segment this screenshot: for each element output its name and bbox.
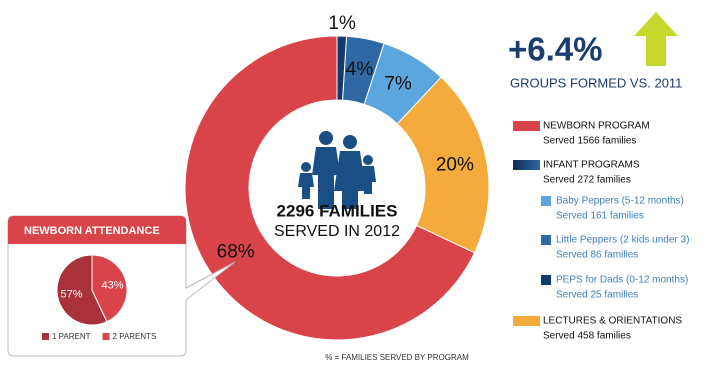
legend-group-swatch — [513, 160, 540, 170]
callout-header — [8, 216, 186, 244]
legend-detail: Served 86 families — [556, 250, 638, 261]
donut-slice — [336, 35, 348, 101]
slice-label: 1% — [328, 13, 356, 34]
donut-slice — [341, 35, 385, 105]
slice-label: 4% — [346, 59, 374, 80]
legend-detail: Served 25 families — [556, 290, 638, 301]
legend-swatch — [102, 333, 110, 340]
legend-swatch — [513, 121, 540, 131]
donut-slice — [396, 76, 490, 254]
legend-label: Baby Peppers (5-12 months) — [556, 196, 684, 207]
headline-label: GROUPS FORMED VS. 2011 — [510, 75, 682, 90]
legend-group-name: INFANT PROGRAMS — [543, 160, 640, 171]
legend-label: NEWBORN PROGRAM — [543, 121, 650, 132]
headline-value: +6.4% — [508, 31, 603, 68]
slice-label: 20% — [436, 155, 474, 176]
legend-detail: Served 1566 families — [543, 136, 636, 147]
footnote: % = FAMILIES SERVED BY PROGRAM — [325, 353, 469, 362]
center-title: 2296 FAMILIES — [277, 201, 398, 220]
legend-swatch — [541, 275, 551, 285]
legend-swatch — [541, 235, 551, 245]
legend-label: LECTURES & ORIENTATIONS — [543, 316, 682, 327]
legend-swatch — [513, 316, 540, 326]
center-subtitle: SERVED IN 2012 — [274, 223, 400, 240]
up-arrow — [634, 12, 678, 66]
legend-label: 1 PARENT — [52, 332, 91, 341]
legend-detail: Served 458 families — [543, 331, 631, 342]
donut-slice — [363, 42, 442, 125]
pie-label: 57% — [60, 288, 82, 300]
legend-label: Little Peppers (2 kids under 3) — [556, 235, 689, 246]
legend-label: 2 PARENTS — [113, 332, 157, 341]
legend-swatch — [541, 196, 551, 206]
pie-slice — [56, 254, 108, 326]
legend-swatch — [42, 333, 49, 340]
pie-label: 43% — [101, 279, 123, 291]
legend-label: PEPS for Dads (0-12 months) — [556, 275, 688, 286]
legend-group-detail: Served 272 families — [543, 175, 631, 186]
legend-detail: Served 161 families — [556, 211, 644, 222]
family-icon — [298, 131, 376, 209]
donut-slice — [184, 35, 476, 341]
pie-slice — [91, 254, 128, 323]
callout-title: NEWBORN ATTENDANCE — [24, 225, 160, 237]
slice-label: 7% — [384, 74, 412, 95]
slice-label: 68% — [217, 241, 255, 262]
